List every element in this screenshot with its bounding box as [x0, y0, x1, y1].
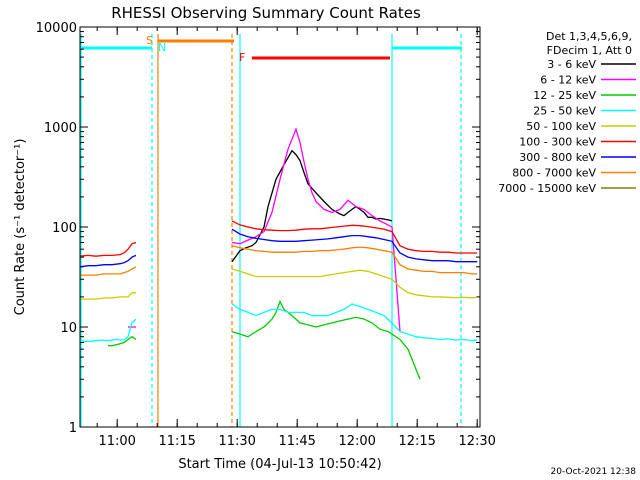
x-tick-label: 11:45	[278, 434, 315, 449]
legend-label: 50 - 100 keV	[526, 120, 596, 133]
series-line	[79, 318, 137, 342]
series-line	[231, 303, 478, 342]
series-line	[79, 241, 137, 257]
y-axis-label: Count Rate (s⁻¹ detector⁻¹)	[13, 139, 28, 316]
series-line	[231, 127, 401, 332]
legend-header-line-2: FDecim 1, Att 0	[547, 44, 632, 57]
legend-label: 300 - 800 keV	[519, 151, 596, 164]
legend-label: 100 - 300 keV	[519, 136, 596, 149]
footer-timestamp: 20-Oct-2021 12:38	[551, 467, 637, 477]
legend-label: 25 - 50 keV	[533, 105, 596, 118]
series-line	[80, 292, 136, 300]
annotation-n: N	[158, 41, 166, 54]
legend: Det 1,3,4,5,6,9, FDecim 1, Att 0 3 - 6 k…	[498, 30, 636, 195]
y-tick-label: 1	[69, 421, 77, 436]
x-tick-label: 12:15	[398, 434, 435, 449]
series-line	[79, 254, 137, 268]
series-line	[231, 220, 478, 254]
x-tick-label: 11:30	[218, 434, 255, 449]
legend-label: 800 - 7000 keV	[512, 167, 596, 180]
x-tick-label: 12:00	[338, 434, 375, 449]
series-layer	[79, 127, 478, 380]
y-tick-label: 1000	[44, 121, 77, 136]
series-line	[231, 149, 393, 263]
legend-label: 6 - 12 keV	[540, 74, 596, 87]
legend-label: 12 - 25 keV	[533, 89, 596, 102]
series-line	[231, 268, 478, 299]
y-tick-label: 10	[60, 321, 77, 336]
series-line	[80, 266, 137, 276]
plot-frame	[79, 26, 481, 428]
series-line	[231, 228, 478, 263]
series-line	[108, 335, 137, 347]
axes-group: 1 10 100 1000 10000 11:00 11:15 11:30 11:45 12:00…	[36, 21, 496, 449]
legend-label: 7000 - 15000 keV	[498, 182, 596, 195]
legend-label: 3 - 6 keV	[547, 58, 596, 71]
legend-header-line-1: Det 1,3,4,5,6,9,	[546, 30, 632, 43]
x-tick-label: 12:30	[458, 434, 495, 449]
series-line	[231, 299, 421, 380]
x-tick-label: 11:00	[98, 434, 135, 449]
observing-bands	[80, 34, 462, 427]
y-tick-label: 100	[52, 221, 77, 236]
chart-title: RHESSI Observing Summary Count Rates	[111, 4, 421, 22]
x-tick-label: 11:15	[158, 434, 195, 449]
annotation-s: S	[146, 34, 153, 47]
x-axis-label: Start Time (04-Jul-13 10:50:42)	[178, 457, 381, 472]
y-tick-label: 10000	[36, 21, 77, 36]
annotation-f: F	[239, 51, 245, 64]
series-line	[231, 245, 478, 275]
